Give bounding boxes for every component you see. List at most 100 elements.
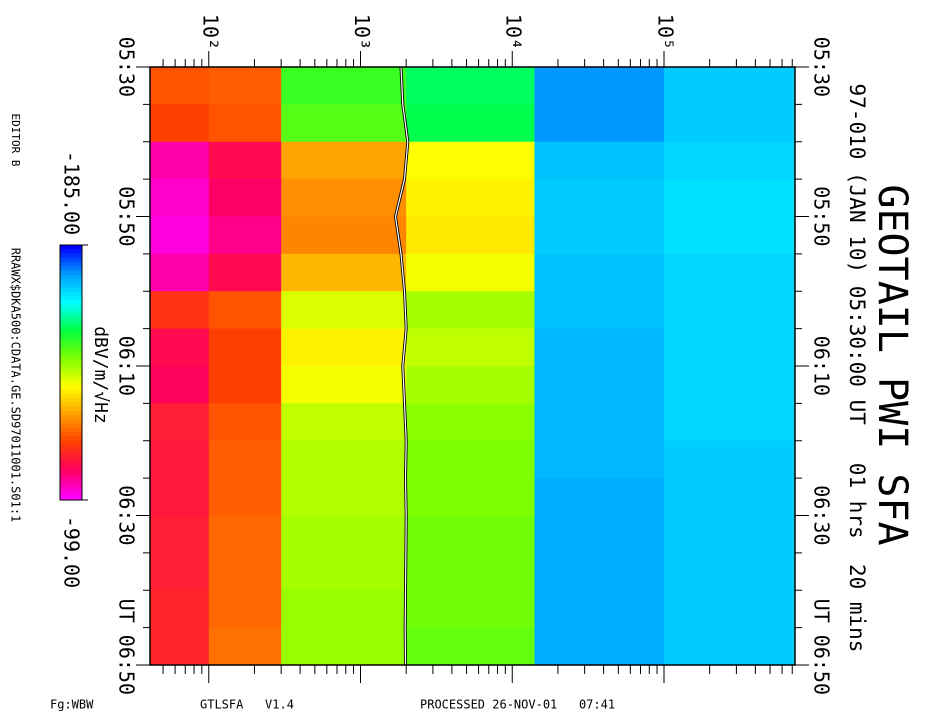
overlay-line [394,66,409,666]
heat-cell [663,478,796,516]
heat-cell [663,141,796,180]
heat-cell [406,216,535,255]
colorbar-segment [60,491,82,497]
colorbar-segment [60,262,82,267]
colorbar-segment [60,313,82,318]
colorbar-segment [60,453,82,458]
heat-cell [534,366,665,404]
colorbar-segment [60,266,82,271]
heat-cell [281,328,407,367]
heat-cell [406,590,535,629]
heat-cell [663,552,796,591]
colorbar-segment [60,338,82,344]
colorbar-segment [60,449,82,454]
colorbar-segment [60,423,82,429]
heat-cell [150,104,210,143]
colorbar-segment [60,466,82,471]
heat-cell [663,328,796,367]
x-tick-label: 10³ [350,14,374,50]
heat-cell [281,478,407,516]
y-tick-label: 05:50 [810,186,834,246]
colorbar-segment [60,257,82,263]
heat-cell [281,179,407,217]
heat-cell [208,515,282,554]
heat-cell [663,291,796,330]
heat-cell [208,590,282,629]
colorbar-segment [60,321,82,327]
colorbar-segment [60,296,82,301]
colorbar-segment [60,478,82,484]
x-tick-label: 10⁴ [502,14,526,50]
colorbar-segment [60,372,82,378]
heat-cell [150,253,210,292]
heat-cell [150,627,210,666]
heat-cell [534,291,665,330]
colorbar-segment [60,461,82,467]
colorbar-segment [60,270,82,276]
colorbar-segment [60,342,82,348]
heat-cell [208,403,282,442]
heat-cell [281,104,407,143]
colorbar-segment [60,291,82,297]
colorbar-segment [60,427,82,433]
x-tick-label: 10⁵ [653,14,677,50]
colorbar-segment [60,317,82,322]
colorbar-segment [60,444,82,450]
heat-cell [406,366,535,404]
colorbar-segment [60,381,82,386]
heat-cell [208,141,282,180]
heat-cell [406,478,535,516]
heat-cell [208,366,282,404]
colorbar-segment [60,398,82,403]
heat-cell [534,627,665,666]
heat-cell [406,552,535,591]
heat-cell [534,552,665,591]
heat-cell [406,179,535,217]
heat-cell [406,440,535,479]
colorbar-segment [60,483,82,488]
heat-cell [281,440,407,479]
heat-cell [208,552,282,591]
colorbar-segment [60,436,82,441]
heat-cell [281,515,407,554]
heat-cell [406,141,535,180]
heat-cell [534,515,665,554]
heat-cell [208,67,282,105]
heat-cell [534,253,665,292]
colorbar-segment [60,308,82,314]
heat-cell [534,141,665,180]
heat-cell [150,590,210,629]
heat-cell [406,627,535,666]
heat-cell [663,590,796,629]
colorbar-tick-label: -185.00 [60,151,84,235]
file-path: RRAWX$DKA500:CDATA.GE.SD97011001.S01:1 [9,248,23,523]
y-tick-label: 06:30 [810,485,834,545]
heat-cell [281,366,407,404]
heat-cell [208,478,282,516]
colorbar-segment [60,474,82,480]
heat-cell [663,67,796,105]
footer-note: GTLSFA V1.4 [200,698,294,712]
colorbar-segment [60,287,82,293]
heat-cell [406,291,535,330]
y-tick-label: UT 06:50 [810,599,834,695]
colorbar-segment [60,415,82,420]
colorbar-tick-label: -99.00 [60,516,84,588]
y-tick-label: UT 06:50 [115,599,139,695]
heat-cell [150,179,210,217]
heat-cell [281,552,407,591]
heat-cell [150,403,210,442]
heat-cell [663,179,796,217]
y-tick-label: 06:30 [115,485,139,545]
heat-cell [150,366,210,404]
colorbar-segment [60,249,82,254]
heat-cell [150,141,210,180]
heat-cell [208,291,282,330]
y-tick-label: 06:10 [810,336,834,396]
heat-cell [208,104,282,143]
y-tick-label: 05:30 [115,37,139,97]
heat-cell [281,403,407,442]
colorbar-segment [60,245,82,250]
heat-cell [150,515,210,554]
heat-cell [150,328,210,367]
